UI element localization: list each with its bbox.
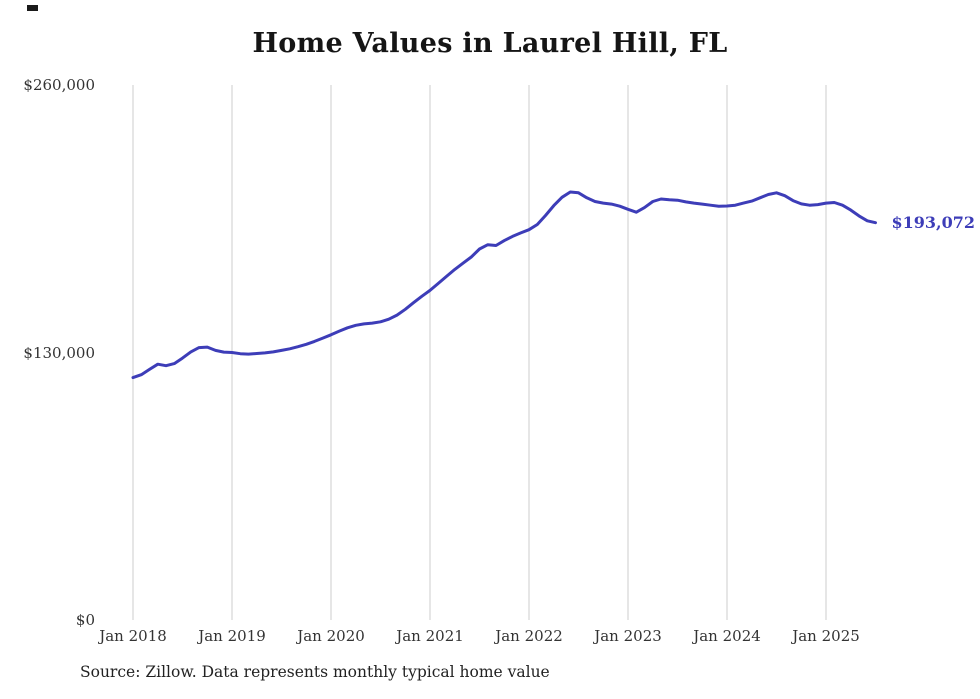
y-axis-tick-label: $0 — [75, 611, 95, 629]
x-axis-tick-label: Jan 2019 — [198, 627, 266, 645]
x-axis-tick-label: Jan 2024 — [693, 627, 761, 645]
x-axis-tick-label: Jan 2023 — [594, 627, 662, 645]
source-note: Source: Zillow. Data represents monthly … — [80, 663, 550, 681]
x-axis-tick-label: Jan 2025 — [792, 627, 860, 645]
current-value-label: $193,072 — [891, 212, 976, 232]
y-axis-tick-label: $130,000 — [23, 343, 95, 362]
x-axis-tick-label: Jan 2020 — [297, 627, 365, 645]
x-axis-tick-label: Jan 2022 — [495, 627, 563, 645]
home-value-series-line — [131, 190, 877, 380]
x-axis-tick-label: Jan 2021 — [396, 627, 464, 645]
screen-artifact-mark — [27, 5, 38, 11]
x-axis-tick-label: Jan 2018 — [99, 627, 167, 645]
y-axis-tick-label: $260,000 — [23, 76, 95, 94]
chart-title: Home Values in Laurel Hill, FL — [252, 28, 728, 59]
